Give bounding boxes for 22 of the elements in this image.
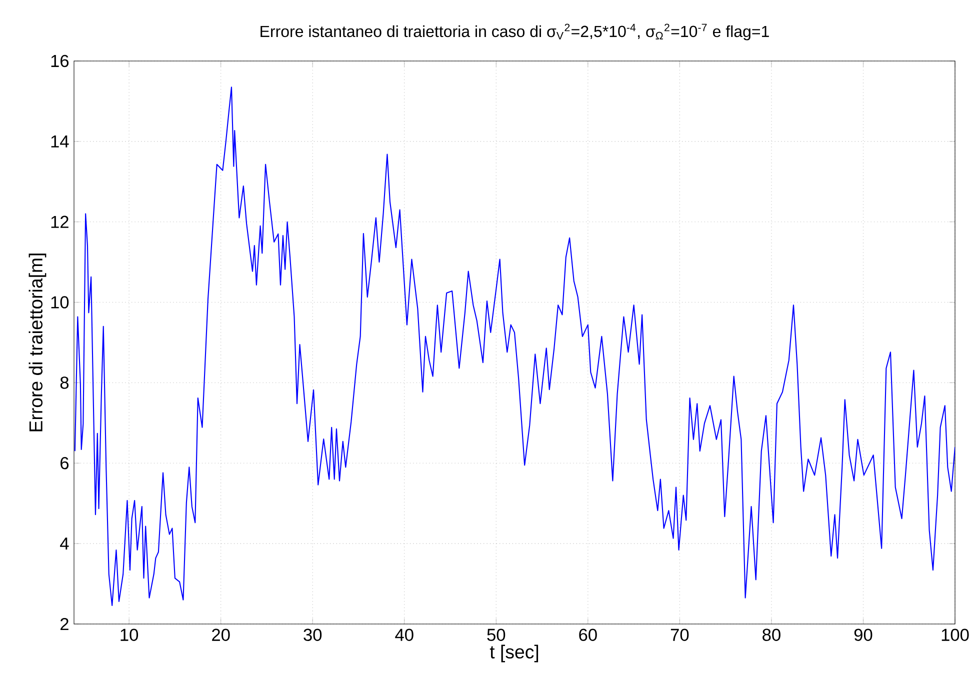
y-tick-label: 2 [60,618,68,630]
y-tick-label: 14 [51,135,69,148]
y-tick-label: 4 [60,538,69,550]
x-tick-label: 90 [854,628,872,641]
y-axis-title: Errore di traiettoria[m] [28,254,46,432]
x-tick-label: 10 [120,628,138,641]
y-tick-label: 6 [60,457,69,470]
y-tick-label: 12 [51,216,68,228]
x-tick-label: 80 [762,628,780,641]
line-series [74,86,956,606]
y-tick-label: 10 [51,296,69,308]
y-tick-label: 16 [51,54,69,68]
x-tick-label: 70 [670,628,689,641]
x-tick-label: 30 [304,628,322,641]
chart-title: Errore istantaneo di traiettoria in caso di σ$_{V}$$^{2}$=2,5*10$^{-4}$, σ$_{Ω}$$^{2}$=10$^{-7}$ e flag=1 [260,24,769,40]
x-tick-label: 40 [395,628,414,641]
x-tick-label: 60 [579,628,597,641]
x-tick-label: 20 [212,628,230,641]
x-tick-label: 100 [942,628,969,641]
x-axis-title: t [sec] [490,644,538,662]
y-tick-label: 8 [60,376,69,389]
x-tick-label: 50 [487,628,506,641]
